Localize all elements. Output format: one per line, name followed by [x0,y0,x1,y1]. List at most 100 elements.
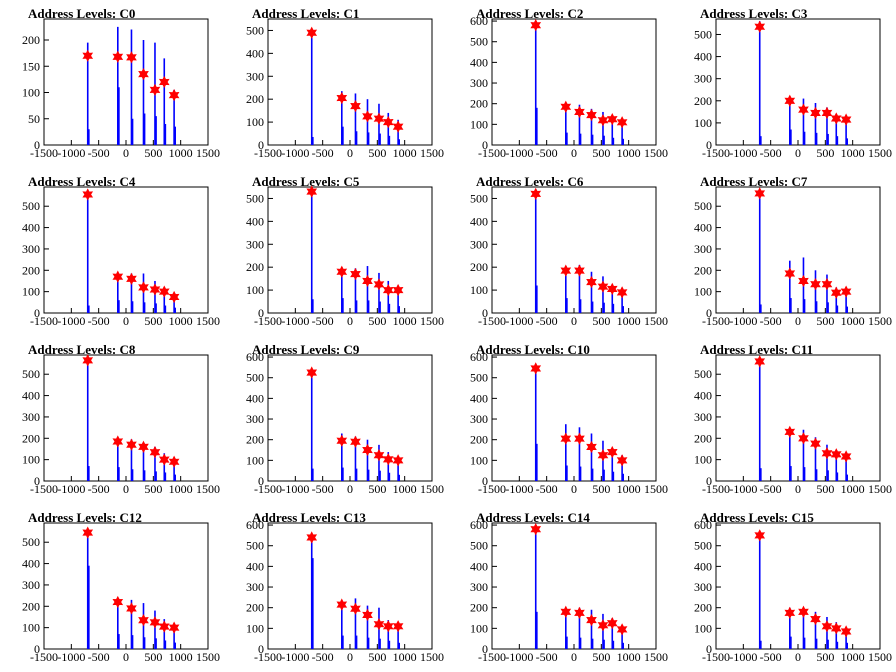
peak-marker [574,606,585,620]
y-tick-label: 100 [246,283,264,297]
x-tick-label: 0 [795,314,801,328]
histogram-bar [163,58,166,145]
histogram-bar [117,272,119,313]
x-tick-label: 1500 [420,650,444,664]
histogram-bar [86,191,89,313]
y-tick-label: 500 [246,191,264,205]
histogram-bar [836,641,839,649]
x-tick-label: 0 [571,314,577,328]
histogram-bar [790,466,792,481]
histogram-bar [621,287,623,313]
histogram-bar [579,133,582,145]
histogram-bar [355,300,358,313]
peak-marker [830,448,842,461]
peak-marker [373,112,385,125]
peak-marker [754,20,766,33]
histogram-bar [366,266,369,313]
x-tick-label: 0 [123,650,129,664]
histogram-bar [86,42,89,145]
histogram-bar [536,285,538,313]
histogram-bar [836,136,839,145]
peak-marker [336,598,348,611]
y-tick-label: 400 [22,557,40,571]
chart-panel-11: Address Levels: C11 0 100 200 300 400 500 -1500… [672,336,896,504]
histogram-bar [379,638,381,649]
histogram-bar [163,619,166,649]
plot-frame [491,18,657,146]
plot-frame [267,186,433,314]
histogram-bar [173,293,175,313]
y-tick-label: 0 [706,306,712,320]
x-tick-label: 0 [571,482,577,496]
peak-marker [392,620,404,633]
plot-frame [715,354,881,482]
chart-panel-6: Address Levels: C6 0 100 200 300 400 500 -1500-… [448,168,672,336]
peak-marker [574,432,585,445]
histogram-bar [366,439,369,481]
y-tick-label: 200 [470,601,488,615]
y-tick-label: 300 [22,578,40,592]
histogram-bar [341,267,343,313]
x-tick-label: 500 [816,482,834,496]
x-tick-label: 500 [144,314,162,328]
x-tick-label: -1000 [57,482,85,496]
chart-svg-10: Address Levels: C10 0 100 200 300 400 500 600 -1… [470,342,668,496]
plot-frame [267,18,433,146]
x-tick-label: 1000 [617,482,641,496]
y-tick-label: 100 [246,453,264,467]
histogram-bar [88,565,90,649]
peak-marker [306,366,318,379]
x-tick-label: -1500 [478,650,506,664]
x-tick-label: 1500 [196,314,220,328]
histogram-bar [590,609,593,649]
histogram-bar [826,616,828,649]
peak-marker [158,620,170,633]
histogram-bar [143,637,146,649]
histogram-bar [758,535,761,649]
y-tick-label: 0 [482,138,488,152]
histogram-bar [835,622,838,649]
x-tick-label: 1500 [196,482,220,496]
histogram-bar [173,89,175,145]
chart-title: Address Levels: C15 [700,510,814,525]
y-tick-label: 200 [22,263,40,277]
histogram-bar [760,304,762,313]
peak-marker [530,523,542,536]
histogram-bar [397,457,399,481]
x-tick-label: 0 [795,146,801,160]
y-tick-label: 0 [258,306,264,320]
histogram-bar [802,607,805,649]
y-tick-label: 400 [246,391,264,405]
x-tick-label: 1500 [868,650,892,664]
x-tick-label: 1000 [841,146,865,160]
histogram-bar [312,468,314,481]
x-tick-label: 1000 [393,482,417,496]
y-tick-label: 100 [246,115,264,129]
chart-svg-5: Address Levels: C50100200300400500-1500-… [246,174,444,328]
histogram-bar [603,302,605,313]
histogram-bar [611,447,614,481]
y-tick-label: 150 [22,59,40,73]
histogram-bar [846,642,848,649]
x-tick-label: -500 [760,650,782,664]
y-tick-label: 500 [470,191,488,205]
histogram-bar [621,625,623,649]
histogram-bar [130,29,133,145]
peak-marker [830,622,842,635]
x-tick-label: 1000 [169,650,193,664]
peak-marker [112,50,124,63]
histogram-bar [354,598,357,649]
histogram-bar [827,470,829,481]
histogram-bar [388,135,391,145]
x-tick-label: -1000 [505,650,533,664]
y-tick-label: 200 [246,433,264,447]
chart-title: Address Levels: C8 [28,342,136,357]
peak-marker [158,75,170,89]
histogram-bar [612,640,615,649]
peak-marker [350,267,361,281]
histogram-bar [602,111,604,145]
y-tick-label: 0 [258,642,264,656]
x-tick-label: 500 [144,146,162,160]
y-tick-label: 200 [22,431,40,445]
y-tick-label: 400 [694,389,712,403]
